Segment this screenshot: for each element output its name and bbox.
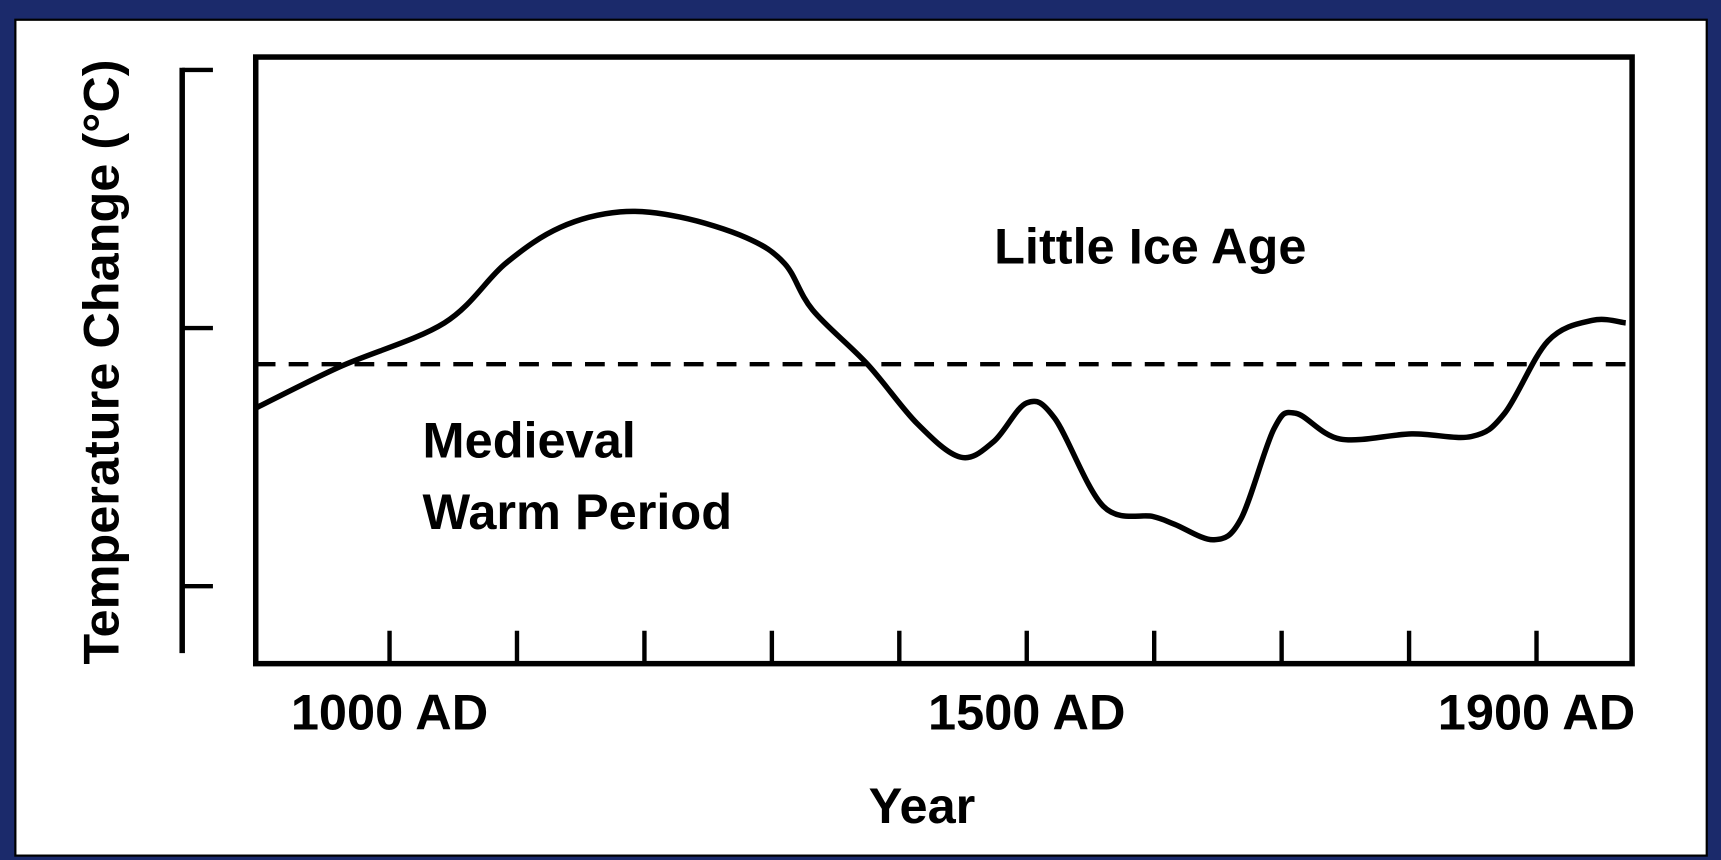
panel (14, 18, 1708, 857)
x-tick-label: 1000 AD (291, 684, 488, 741)
x-tick-label: 1900 AD (1438, 684, 1635, 741)
data-line (254, 208, 1627, 543)
plot-frame (252, 54, 1635, 667)
annotation: Medieval (423, 412, 636, 469)
annotation: Little Ice Age (994, 217, 1306, 274)
annotation: Warm Period (423, 483, 733, 540)
y-axis-label: Temperature Change (°C) (73, 59, 130, 664)
x-axis-label: Year (869, 777, 976, 834)
x-tick-label: 1500 AD (928, 684, 1125, 741)
